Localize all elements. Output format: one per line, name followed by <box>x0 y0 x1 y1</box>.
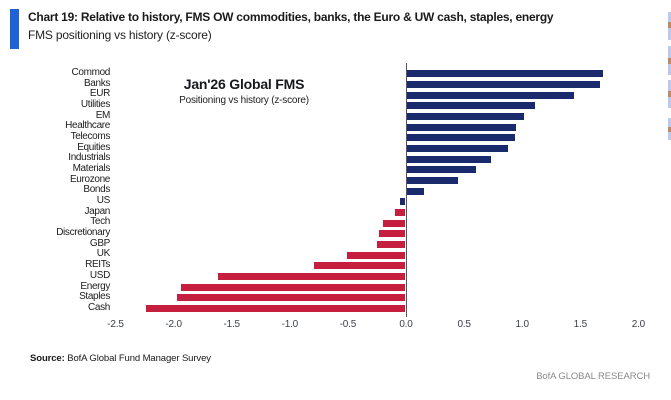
category-label-eurozone: Eurozone <box>69 173 110 185</box>
source-text: BofA Global Fund Manager Survey <box>64 353 211 364</box>
bar-telecoms <box>407 134 516 142</box>
annotation-subtitle: Positioning vs history (z-score) <box>179 95 309 106</box>
bar-industrials <box>407 155 491 163</box>
title-accent-bar <box>10 9 19 49</box>
category-label-utilities: Utilities <box>80 99 110 111</box>
brand-mark: BofA GLOBAL RESEARCH <box>536 371 650 382</box>
annotation-title: Jan'26 Global FMS <box>183 76 305 92</box>
bar-materials <box>407 166 476 174</box>
bar-energy <box>180 283 405 291</box>
clipped-adjacent-content-fragment <box>668 80 671 108</box>
category-label-materials: Materials <box>72 163 111 175</box>
bar-commod <box>407 70 604 78</box>
bar-usd <box>217 273 405 281</box>
category-label-reits: REITs <box>85 259 110 271</box>
bar-eur <box>407 91 575 99</box>
clipped-adjacent-content-fragment <box>668 118 671 140</box>
bar-gbp <box>377 241 405 249</box>
category-label-banks: Banks <box>83 77 110 89</box>
category-label-gbp: GBP <box>89 237 110 249</box>
x-tick-0.0: 0.0 <box>399 319 413 330</box>
category-label-industrials: Industrials <box>68 152 110 164</box>
category-label-bonds: Bonds <box>83 184 110 196</box>
bar-discretionary <box>379 230 405 238</box>
x-tick--0.5: -0.5 <box>339 319 357 330</box>
source-label: Source: <box>30 353 65 364</box>
x-tick--2.0: -2.0 <box>165 319 182 330</box>
bar-utilities <box>407 102 535 110</box>
bar-staples <box>177 294 405 302</box>
bar-em <box>407 112 525 120</box>
zero-axis-line <box>405 63 407 317</box>
clipped-adjacent-content-fragment <box>668 12 671 40</box>
bar-bonds <box>407 187 425 195</box>
category-label-healthcare: Healthcare <box>65 120 110 132</box>
chart-subtitle: FMS positioning vs history (z-score) <box>28 28 212 42</box>
category-label-usd: USD <box>89 269 110 281</box>
bar-cash <box>145 305 405 313</box>
bar-tech <box>382 219 405 227</box>
category-label-equities: Equities <box>77 141 110 153</box>
category-label-commod: Commod <box>71 67 111 79</box>
chart-title: Chart 19: Relative to history, FMS OW co… <box>28 10 554 24</box>
x-tick--1.5: -1.5 <box>223 319 240 330</box>
x-tick-1.5: 1.5 <box>573 319 588 330</box>
bar-equities <box>407 144 509 152</box>
category-label-staples: Staples <box>79 291 110 303</box>
bar-uk <box>346 251 405 259</box>
bar-us <box>400 198 405 206</box>
x-tick-1.0: 1.0 <box>515 319 530 330</box>
category-label-cash: Cash <box>88 301 110 313</box>
x-tick--2.5: -2.5 <box>107 319 124 330</box>
clipped-adjacent-content-fragment <box>668 46 671 75</box>
bar-healthcare <box>407 123 517 131</box>
bar-eurozone <box>407 177 459 184</box>
category-label-japan: Japan <box>84 205 111 217</box>
category-label-energy: Energy <box>80 280 110 292</box>
category-label-eur: EUR <box>89 88 110 100</box>
bar-reits <box>314 262 405 270</box>
x-tick-0.5: 0.5 <box>457 319 471 330</box>
chart-annotation: Jan'26 Global FMS Positioning vs history… <box>119 76 369 106</box>
x-tick-2.0: 2.0 <box>631 319 646 330</box>
source-note: Source: BofA Global Fund Manager Survey <box>30 353 211 364</box>
x-tick--1.0: -1.0 <box>281 319 299 330</box>
category-label-telecoms: Telecoms <box>70 131 111 143</box>
bar-japan <box>394 209 405 216</box>
category-label-em: EM <box>95 109 111 121</box>
category-label-us: US <box>96 195 111 207</box>
bar-banks <box>407 80 600 88</box>
category-label-uk: UK <box>96 248 111 260</box>
category-label-tech: Tech <box>90 216 110 228</box>
category-label-discretionary: Discretionary <box>56 227 110 239</box>
